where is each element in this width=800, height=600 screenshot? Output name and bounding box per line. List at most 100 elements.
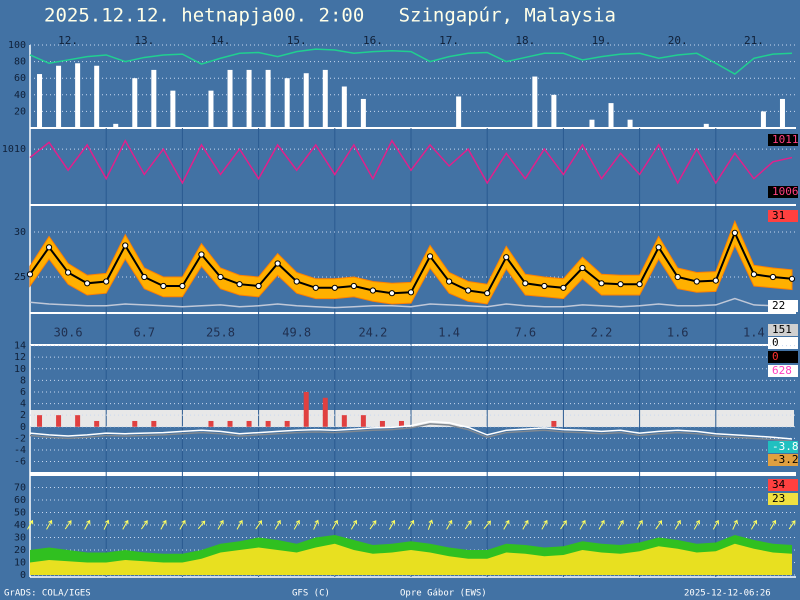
right-label: 0 [772, 350, 779, 363]
wind-arrow [636, 519, 643, 530]
y-tick-label: 20 [14, 545, 26, 556]
precip-total: 49.8 [282, 326, 311, 340]
arrow-shape [579, 519, 586, 530]
bar [303, 73, 309, 128]
bar [360, 98, 366, 128]
bar [703, 123, 709, 128]
right-label: 1011 [772, 133, 799, 146]
wind-arrow [427, 519, 434, 530]
bar [779, 98, 785, 128]
wind-arrow [522, 519, 529, 530]
y-tick-label: -2 [14, 433, 26, 444]
line [29, 48, 793, 75]
arrow-shape [674, 519, 681, 530]
marker [274, 260, 281, 267]
bar [246, 420, 252, 427]
arrow-shape [617, 519, 624, 530]
right-label: 0 [772, 336, 779, 349]
y-tick-label: 1010 [2, 144, 26, 155]
arrow-shape [598, 519, 605, 530]
marker [484, 290, 491, 297]
bar [75, 63, 81, 129]
marker [198, 251, 205, 258]
precip-total: 7.6 [514, 326, 536, 340]
label-box [768, 454, 798, 466]
arrow-shape [160, 519, 167, 530]
arrow-shape [655, 520, 663, 530]
day-label: 18. [515, 34, 535, 47]
wind-arrow [84, 519, 91, 530]
arrow-shape [788, 520, 796, 530]
y-tick-label: 60 [14, 495, 26, 506]
y-tick-label: 10 [14, 558, 26, 569]
arrow-shape [103, 519, 110, 530]
line [29, 297, 792, 309]
footer: GrADS: COLA/IGES [4, 589, 91, 599]
wind-arrow [141, 520, 148, 530]
y-tick-label: 8 [20, 375, 26, 386]
wind-arrow [122, 519, 129, 530]
bar [56, 415, 62, 427]
y-tick-label: 30 [14, 227, 26, 238]
marker [560, 284, 567, 291]
marker [750, 271, 758, 278]
y-tick-label: 4 [20, 399, 26, 410]
marker [446, 278, 453, 285]
wind-arrow [655, 520, 663, 530]
label-box [768, 186, 798, 198]
marker [522, 280, 529, 287]
bar [265, 69, 271, 128]
wind-arrow [464, 520, 472, 530]
right-label: 23 [772, 492, 785, 505]
precip-total: 30.6 [54, 326, 83, 340]
marker [579, 264, 586, 272]
arrow-shape [464, 520, 472, 530]
wind-arrow [712, 519, 720, 530]
bar [227, 69, 233, 128]
precip-total: 2.2 [591, 326, 613, 340]
bar [94, 420, 100, 427]
arrow-shape [64, 520, 72, 530]
bar [627, 119, 633, 128]
arrow-shape [217, 519, 224, 530]
arrow-shape [122, 519, 129, 530]
bar [341, 415, 347, 427]
title: 2025.12.12. hetnapja00. 2:00 Szingapúr, … [44, 5, 616, 27]
label-box [768, 300, 798, 312]
right-label: -3.2 [772, 453, 799, 466]
bar [322, 69, 328, 128]
marker [503, 254, 510, 261]
y-tick-label: 0 [20, 570, 26, 581]
precip-total: 6.7 [133, 326, 155, 340]
arrow-shape [750, 519, 758, 530]
marker [369, 287, 376, 294]
bar [608, 103, 614, 128]
marker [693, 278, 700, 285]
wind-arrow [46, 519, 53, 530]
y-tick-label: 2 [20, 410, 26, 421]
right-label: -3.8 [772, 440, 799, 453]
footer: 2025-12-12-06:26 [684, 589, 771, 599]
wind-arrow [179, 519, 186, 530]
wind-arrow [197, 520, 206, 530]
wind-arrow [598, 519, 605, 530]
right-label: 151 [772, 323, 792, 336]
arrow-shape [236, 519, 243, 530]
bar [456, 96, 462, 128]
bar [75, 415, 81, 427]
day-label: 15. [287, 34, 307, 47]
arrow-shape [446, 519, 453, 530]
wind-arrow [255, 520, 262, 530]
y-tick-label: 25 [14, 272, 26, 283]
marker [236, 281, 243, 288]
label-box [768, 365, 798, 377]
wind-arrow [693, 519, 700, 530]
right-label: 628 [772, 364, 792, 377]
arrow-shape [27, 519, 34, 530]
label-box [768, 493, 798, 505]
wind-arrow [274, 519, 281, 530]
bar [37, 74, 43, 128]
arrow-shape [693, 519, 700, 530]
bar [551, 420, 557, 427]
